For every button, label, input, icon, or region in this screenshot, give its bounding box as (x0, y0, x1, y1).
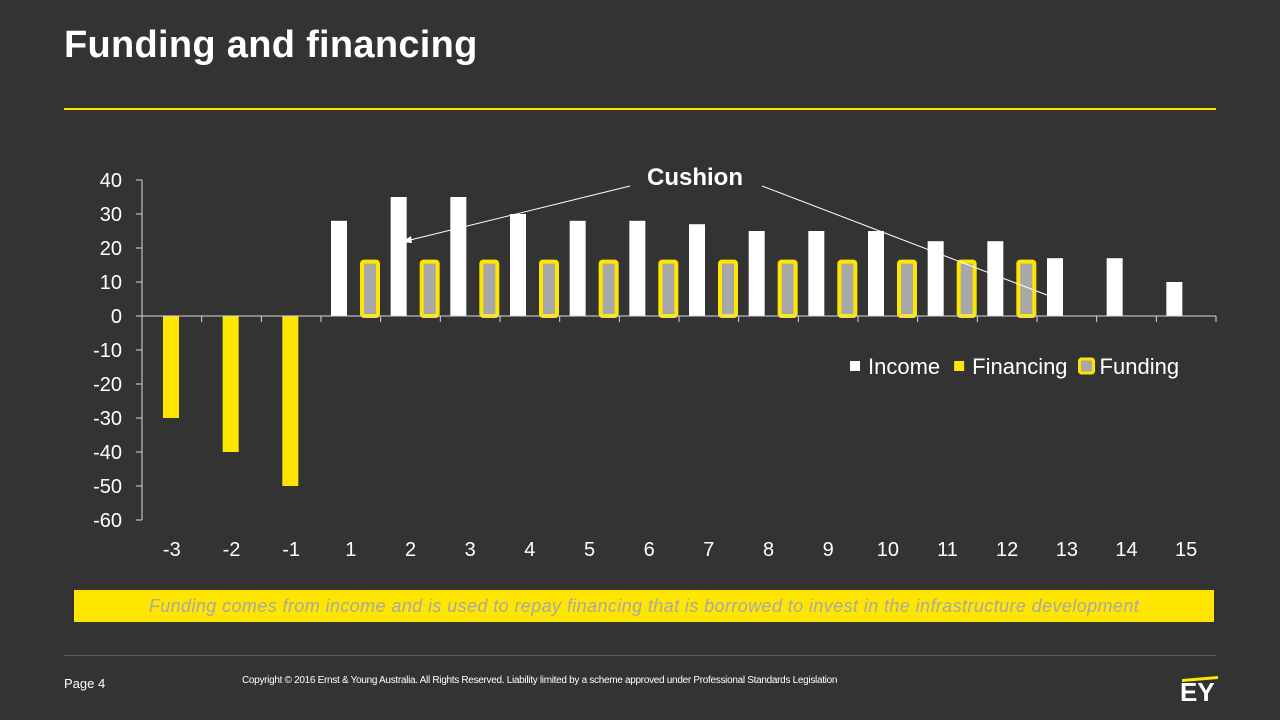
income-bar (1047, 258, 1063, 316)
cushion-arrow-right (761, 185, 1061, 301)
x-tick-label: 3 (465, 539, 476, 561)
x-tick-label: 14 (1115, 539, 1137, 561)
legend-financing-swatch (954, 361, 965, 371)
copyright-notice: Copyright © 2016 Ernst & Young Australia… (242, 675, 838, 686)
cushion-arrow-left (401, 185, 631, 243)
legend-financing-label: Financing (972, 354, 1067, 379)
income-bar (629, 220, 646, 316)
funding-bar (479, 259, 500, 319)
financing-bar (282, 316, 299, 486)
income-bar (510, 214, 526, 316)
page-number: Page 4 (64, 676, 106, 691)
cushion-arrowhead-left (402, 236, 412, 243)
funding-bar (897, 259, 917, 319)
legend-income-label: Income (868, 354, 940, 379)
funding-bar (598, 259, 619, 319)
footer-divider (64, 655, 1216, 656)
income-bar (390, 197, 407, 316)
y-tick-label: -40 (93, 442, 122, 464)
legend-funding-swatch (1078, 357, 1096, 375)
funding-bar (718, 259, 738, 319)
x-tick-label: -2 (223, 539, 241, 561)
income-bar (689, 224, 705, 316)
title-divider (64, 108, 1216, 110)
x-tick-label: 4 (524, 539, 535, 561)
x-tick-label: 11 (937, 539, 958, 561)
x-tick-label: -3 (163, 539, 181, 561)
x-tick-label: 10 (877, 539, 899, 561)
income-bar (987, 241, 1004, 316)
income-bar (748, 231, 765, 316)
x-tick-label: 2 (405, 539, 416, 561)
income-bar (868, 231, 884, 316)
x-tick-label: 9 (823, 539, 834, 561)
x-tick-label: 7 (703, 539, 714, 561)
income-bar (450, 197, 467, 316)
income-bar (927, 241, 944, 316)
ey-logo: EY (1180, 676, 1220, 707)
funding-bar (777, 259, 798, 319)
legend-income-swatch (850, 361, 860, 371)
caption-text: Funding comes from income and is used to… (148, 595, 1140, 616)
caption-banner: Funding comes from income and is used to… (74, 590, 1214, 622)
x-tick-label: 13 (1056, 539, 1078, 561)
income-bar (1106, 258, 1123, 316)
y-tick-label: -10 (93, 340, 122, 362)
y-tick-label: -30 (93, 408, 122, 430)
income-bar (1166, 282, 1183, 316)
funding-bar (956, 259, 977, 319)
y-tick-label: -50 (93, 476, 122, 498)
y-tick-label: 0 (111, 306, 122, 328)
income-bar (569, 220, 586, 316)
logo-text: EY (1180, 677, 1215, 702)
y-tick-label: 10 (100, 272, 122, 294)
income-bar (331, 220, 347, 316)
legend-funding-label: Funding (1100, 354, 1180, 379)
x-tick-label: 1 (345, 539, 356, 561)
x-tick-label: -1 (282, 539, 300, 561)
y-tick-label: 30 (100, 204, 122, 226)
funding-bar (360, 259, 380, 319)
y-tick-label: 40 (100, 170, 122, 192)
funding-bar (837, 259, 858, 319)
x-tick-label: 12 (996, 539, 1018, 561)
funding-bar (539, 259, 559, 319)
x-tick-label: 15 (1175, 539, 1197, 561)
x-tick-label: 6 (644, 539, 655, 561)
x-tick-label: 8 (763, 539, 774, 561)
funding-bar (419, 259, 440, 319)
financing-bar (163, 316, 179, 418)
cushion-annotation: Cushion (647, 164, 743, 191)
y-tick-label: 20 (100, 238, 122, 260)
slide-title: Funding and financing (64, 24, 478, 66)
y-tick-label: -60 (93, 510, 122, 532)
x-tick-label: 5 (584, 539, 595, 561)
y-tick-label: -20 (93, 374, 122, 396)
funding-bar (658, 259, 679, 319)
financing-bar (222, 316, 239, 452)
income-bar (808, 231, 825, 316)
